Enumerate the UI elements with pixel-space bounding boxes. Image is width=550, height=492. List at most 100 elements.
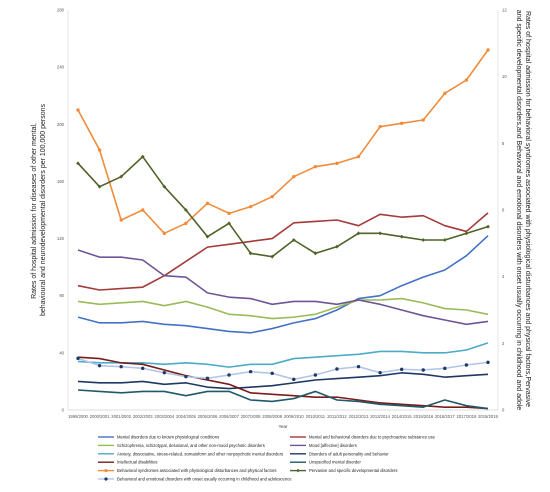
- data-point: [119, 174, 124, 179]
- left-y-tick-label: 280: [57, 8, 65, 13]
- data-point: [378, 370, 382, 375]
- left-y-ticks: 0 40 80 120 160 200 240 280: [57, 8, 65, 413]
- data-point: [270, 371, 274, 376]
- series-line: [77, 389, 489, 410]
- left-y-tick-label: 120: [57, 236, 65, 241]
- legend-item: Pervasive and specific developmental dis…: [290, 468, 397, 473]
- data-point: [443, 91, 447, 96]
- data-point: [184, 221, 188, 226]
- data-point: [184, 374, 188, 379]
- series-line: [77, 249, 489, 326]
- series-layer: [76, 48, 490, 410]
- legend-label: Disorders of adult personality and behav…: [309, 451, 389, 456]
- x-tick-label: 2004/2005: [176, 414, 196, 419]
- series-line: [77, 212, 489, 291]
- legend-label: Pervasive and specific developmental dis…: [309, 468, 397, 473]
- series-line: [77, 49, 489, 235]
- x-tick-label: 2016/2017: [435, 414, 455, 419]
- legend-item: Mental disorders due to known physiologi…: [98, 435, 219, 440]
- series-6: [77, 372, 489, 390]
- legend-label: Anxiety, dissociative, stress-related, s…: [117, 451, 283, 456]
- x-tick-label: 2015/2016: [413, 414, 433, 419]
- data-point: [270, 254, 275, 259]
- x-tick-label: 2011/2012: [327, 414, 347, 419]
- data-point: [248, 204, 253, 209]
- legend-label: Unspecified mental disorder: [309, 460, 362, 465]
- data-point: [486, 224, 490, 229]
- data-point: [335, 161, 339, 166]
- legend-marker: [104, 469, 108, 473]
- left-y-axis-title-line-1: Rates of hospital admission for diseases…: [31, 123, 38, 299]
- data-point: [292, 377, 296, 382]
- right-y-tick-label: 0: [502, 408, 505, 413]
- data-point: [248, 251, 253, 256]
- x-tick-label: 2013/2014: [370, 414, 390, 419]
- left-y-tick-label: 80: [59, 293, 64, 298]
- series-5: [77, 342, 489, 368]
- series-1: [77, 235, 489, 334]
- right-y-axis-title-line-2: and specific developmental disorders,and…: [515, 10, 522, 411]
- data-point: [421, 368, 425, 372]
- legend-label: Mood [affective] disorders: [309, 443, 357, 448]
- data-point: [141, 366, 145, 371]
- legend-label: Behavioral and emotional disorders with …: [117, 477, 292, 482]
- legend-label: Behavioral syndromes associated with phy…: [117, 468, 276, 473]
- series-line: [77, 372, 489, 390]
- left-y-tick-label: 40: [59, 350, 64, 355]
- data-point: [162, 184, 167, 189]
- chart-frame: [67, 10, 499, 411]
- data-point: [227, 211, 231, 216]
- x-tick-label: 2005/2006: [198, 414, 218, 419]
- data-point: [313, 373, 318, 377]
- x-ticks: 1999/2000 2000/2001 2001/2002 2002/2003 2003…: [68, 414, 498, 419]
- data-point: [421, 118, 425, 122]
- x-tick-label: 2008/2009: [262, 414, 282, 419]
- data-point: [183, 208, 188, 212]
- data-point: [356, 154, 361, 159]
- series-line: [77, 342, 489, 368]
- data-point: [76, 108, 80, 112]
- data-point: [162, 370, 167, 375]
- series-3: [77, 297, 489, 320]
- data-point: [399, 367, 404, 372]
- data-point: [141, 208, 145, 212]
- data-point: [486, 360, 490, 365]
- data-point: [443, 366, 447, 371]
- data-point: [464, 231, 469, 236]
- left-y-axis-title: Rates of hospital admission for diseases…: [31, 103, 47, 316]
- x-tick-label: 2018/2019: [478, 414, 498, 419]
- legend-marker: [104, 477, 108, 481]
- right-y-axis-title-line-1: Rates of hospital admission for behavior…: [524, 11, 531, 407]
- x-tick-label: 2010/2011: [306, 414, 326, 419]
- data-point: [248, 369, 253, 374]
- right-y-tick-label: 4: [502, 274, 505, 279]
- left-y-tick-label: 160: [57, 179, 65, 184]
- data-point: [270, 194, 274, 199]
- data-point: [378, 124, 382, 129]
- data-point: [97, 363, 102, 368]
- legend-label: Mental disorders due to known physiologi…: [117, 435, 219, 440]
- legend-item: Unspecified mental disorder: [290, 460, 362, 465]
- left-y-axis-title-line-2: behavioural and neurodevelopmental disor…: [40, 103, 47, 316]
- right-y-tick-label: 6: [502, 208, 505, 213]
- legend-label: Intellectual disabilities: [117, 460, 158, 465]
- data-point: [486, 48, 490, 52]
- legend-item: Mood [affective] disorders: [290, 443, 357, 448]
- x-tick-label: 2017/2018: [457, 414, 477, 419]
- legend: Mental disorders due to known physiologi…: [98, 435, 436, 482]
- data-point: [205, 201, 210, 206]
- x-axis-title: Year: [278, 424, 288, 429]
- legend-label: Schizophrenia, schizotypal, delusional, …: [117, 443, 265, 448]
- x-tick-label: 2009/2010: [284, 414, 304, 419]
- series-11: [76, 356, 490, 382]
- data-point: [442, 238, 447, 242]
- left-y-tick-label: 200: [57, 122, 65, 127]
- left-y-tick-label: 0: [62, 408, 65, 413]
- series-line: [77, 235, 489, 334]
- data-point: [97, 184, 102, 189]
- data-point: [76, 356, 80, 361]
- data-point: [119, 364, 123, 369]
- data-point: [313, 164, 318, 169]
- x-tick-label: 2001/2002: [111, 414, 131, 419]
